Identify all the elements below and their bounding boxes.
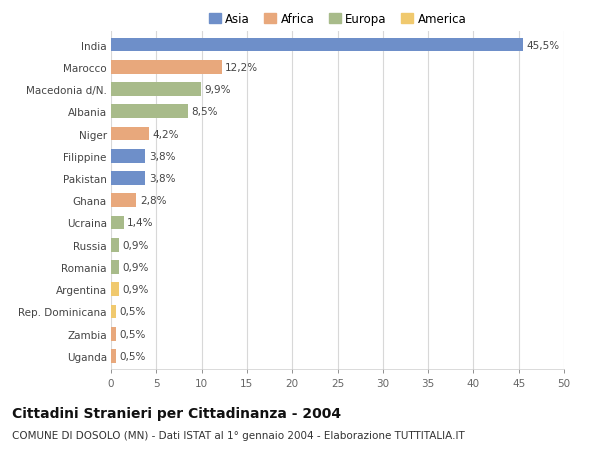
Bar — [111, 283, 119, 297]
Text: 3,8%: 3,8% — [149, 151, 176, 162]
Bar — [111, 83, 200, 97]
Bar — [111, 216, 124, 230]
Text: COMUNE DI DOSOLO (MN) - Dati ISTAT al 1° gennaio 2004 - Elaborazione TUTTITALIA.: COMUNE DI DOSOLO (MN) - Dati ISTAT al 1°… — [12, 431, 465, 441]
Text: 2,8%: 2,8% — [140, 196, 166, 206]
Text: 9,9%: 9,9% — [205, 85, 231, 95]
Text: 0,5%: 0,5% — [119, 329, 146, 339]
Bar — [111, 150, 145, 163]
Text: 0,9%: 0,9% — [123, 240, 149, 250]
Text: 0,5%: 0,5% — [119, 351, 146, 361]
Bar — [111, 172, 145, 185]
Bar — [111, 194, 136, 207]
Bar — [111, 39, 523, 52]
Bar — [111, 105, 188, 119]
Bar — [111, 327, 116, 341]
Bar — [111, 238, 119, 252]
Text: 1,4%: 1,4% — [127, 218, 154, 228]
Text: 0,9%: 0,9% — [123, 285, 149, 295]
Bar — [111, 61, 221, 74]
Text: 4,2%: 4,2% — [152, 129, 179, 139]
Bar — [111, 349, 116, 363]
Text: 0,5%: 0,5% — [119, 307, 146, 317]
Text: 45,5%: 45,5% — [527, 40, 560, 50]
Text: 12,2%: 12,2% — [225, 62, 258, 73]
Bar — [111, 305, 116, 319]
Text: 0,9%: 0,9% — [123, 263, 149, 272]
Text: 3,8%: 3,8% — [149, 174, 176, 184]
Legend: Asia, Africa, Europa, America: Asia, Africa, Europa, America — [205, 9, 470, 29]
Bar — [111, 261, 119, 274]
Bar — [111, 127, 149, 141]
Text: 8,5%: 8,5% — [191, 107, 218, 117]
Text: Cittadini Stranieri per Cittadinanza - 2004: Cittadini Stranieri per Cittadinanza - 2… — [12, 406, 341, 420]
